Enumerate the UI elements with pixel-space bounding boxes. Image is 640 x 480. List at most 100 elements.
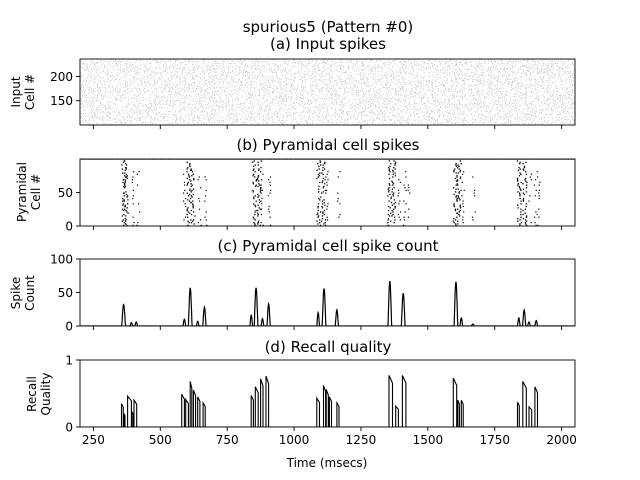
- input-spike-dot: [484, 62, 486, 64]
- input-spike-dot: [491, 94, 493, 96]
- input-spike-dot: [273, 85, 275, 87]
- input-spike-dot: [285, 99, 287, 101]
- input-spike-dot: [343, 88, 345, 90]
- input-spike-dot: [567, 66, 569, 68]
- input-spike-dot: [97, 74, 99, 76]
- input-spike-dot: [345, 82, 347, 84]
- input-spike-dot: [540, 123, 542, 125]
- input-spike-dot: [357, 95, 359, 97]
- input-spike-dot: [518, 100, 520, 102]
- input-spike-dot: [181, 109, 183, 111]
- input-spike-dot: [234, 121, 236, 123]
- input-spike-dot: [134, 69, 136, 70]
- input-spike-dot: [449, 105, 450, 107]
- input-spike-dot: [488, 87, 490, 89]
- input-spike-dot: [189, 95, 191, 97]
- input-spike-dot: [123, 120, 125, 122]
- input-spike-dot: [490, 114, 492, 116]
- input-spike-dot: [562, 89, 564, 91]
- input-spike-dot: [416, 76, 418, 78]
- input-spike-dot: [221, 68, 223, 70]
- input-spike-dot: [373, 73, 375, 75]
- input-spike-dot: [304, 86, 306, 88]
- input-spike-dot: [478, 114, 480, 116]
- input-spike-dot: [361, 64, 363, 66]
- input-spike-dot: [250, 83, 252, 85]
- input-spike-dot: [286, 114, 288, 116]
- input-spike-dot: [325, 105, 327, 107]
- input-spike-dot: [113, 111, 115, 113]
- input-spike-dot: [488, 68, 490, 70]
- input-spike-dot: [252, 108, 254, 110]
- input-spike-dot: [203, 95, 205, 97]
- input-spike-dot: [447, 64, 449, 66]
- input-spike-dot: [178, 68, 180, 70]
- input-spike-dot: [499, 117, 501, 119]
- input-spike-dot: [534, 89, 536, 91]
- input-spike-dot: [300, 118, 302, 120]
- input-spike-dot: [115, 121, 117, 123]
- input-spike-dot: [468, 107, 470, 109]
- input-spike-dot: [379, 117, 380, 119]
- input-spike-dot: [474, 116, 476, 117]
- input-spike-dot: [273, 72, 275, 73]
- input-spike-dot: [472, 81, 474, 82]
- input-spike-dot: [162, 72, 164, 74]
- input-spike-dot: [331, 102, 333, 104]
- input-spike-dot: [300, 62, 301, 64]
- input-spike-dot: [316, 99, 318, 101]
- input-spike-dot: [107, 69, 109, 71]
- input-spike-dot: [331, 121, 333, 123]
- input-spike-dot: [472, 121, 474, 123]
- input-spike-dot: [228, 108, 230, 110]
- input-spike-dot: [175, 120, 177, 121]
- input-spike-dot: [369, 118, 371, 120]
- input-spike-dot: [462, 66, 464, 68]
- input-spike-dot: [367, 65, 368, 67]
- input-spike-dot: [501, 92, 503, 94]
- input-spike-dot: [202, 111, 203, 112]
- input-spike-dot: [500, 81, 502, 83]
- input-spike-dot: [322, 121, 324, 123]
- input-spike-dot: [466, 62, 468, 64]
- input-spike-dot: [298, 93, 300, 95]
- input-spike-dot: [517, 71, 518, 73]
- input-spike-dot: [499, 98, 501, 100]
- input-spike-dot: [221, 119, 223, 121]
- input-spike-dot: [165, 81, 167, 83]
- input-spike-dot: [313, 119, 315, 121]
- input-spike-dot: [343, 122, 345, 124]
- input-spike-dot: [422, 70, 424, 72]
- input-spike-dot: [443, 62, 445, 64]
- input-spike-dot: [336, 102, 337, 104]
- input-spike-dot: [449, 67, 450, 69]
- input-spike-dot: [231, 105, 233, 107]
- input-spike-dot: [139, 69, 141, 71]
- input-spike-dot: [394, 92, 396, 94]
- input-spike-dot: [333, 114, 335, 116]
- input-spike-dot: [302, 91, 303, 93]
- input-spike-dot: [551, 86, 552, 88]
- input-spike-dot: [187, 123, 189, 124]
- input-spike-dot: [292, 87, 294, 89]
- input-spike-dot: [282, 70, 283, 72]
- input-spike-dot: [263, 122, 265, 124]
- input-spike-dot: [442, 82, 443, 84]
- input-spike-dot: [119, 91, 120, 93]
- input-spike-dot: [308, 99, 310, 101]
- input-spike-dot: [300, 78, 302, 80]
- input-spike-dot: [179, 117, 181, 119]
- input-spike-dot: [80, 88, 82, 90]
- input-spike-dot: [473, 106, 475, 108]
- input-spike-dot: [157, 72, 159, 74]
- input-spike-dot: [440, 92, 442, 94]
- input-spike-dot: [472, 81, 473, 82]
- input-spike-dot: [386, 74, 388, 76]
- input-spike-dot: [532, 67, 534, 69]
- input-spike-dot: [215, 110, 216, 112]
- input-spike-dot: [424, 103, 426, 104]
- input-spike-dot: [543, 116, 545, 118]
- input-spike-dot: [437, 123, 439, 125]
- input-spike-dot: [138, 112, 140, 114]
- input-spike-dot: [154, 79, 155, 81]
